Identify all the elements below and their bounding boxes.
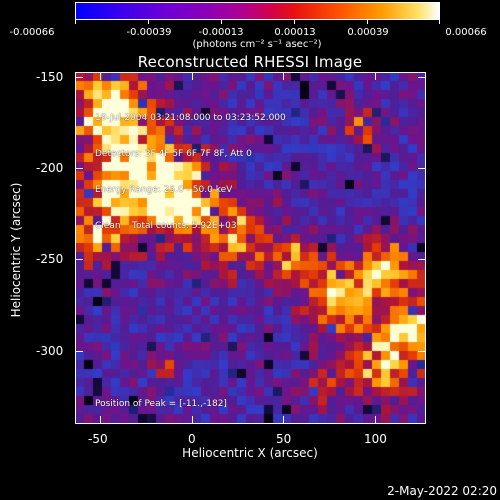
y-tick-label: -200: [36, 161, 64, 175]
x-tick-label: -50: [88, 432, 108, 446]
colorbar-tick-label: -0.00039: [126, 27, 172, 38]
colorbar-tick: [294, 20, 295, 24]
colorbar-tick-label: -0.00013: [198, 27, 244, 38]
x-axis-label: Heliocentric X (arcsec): [182, 446, 318, 460]
x-tick: [283, 416, 284, 424]
image-plot-area: [75, 72, 426, 424]
y-tick-label: -250: [36, 252, 64, 266]
reconstructed-image: [75, 72, 426, 424]
y-tick: [75, 168, 83, 169]
annotation-energy: Energy Range: 25.0 - 50.0 keV: [95, 185, 233, 195]
colorbar-tick-label: -0.00066: [9, 27, 55, 38]
x-tick-top: [375, 72, 376, 80]
y-axis-label: Heliocentric Y (arcsec): [9, 182, 23, 318]
x-tick-label: 0: [188, 432, 196, 446]
y-tick-right: [418, 351, 426, 352]
y-tick: [75, 351, 83, 352]
x-tick-top: [283, 72, 284, 80]
colorbar-tick-label: 0.00066: [445, 27, 487, 38]
colorbar-units: (photons cm⁻² s⁻¹ asec⁻²): [192, 39, 322, 50]
colorbar-tick-label: 0.00039: [347, 27, 389, 38]
colorbar: [75, 2, 440, 24]
x-tick: [192, 416, 193, 424]
image-title: Reconstructed RHESSI Image: [137, 53, 363, 71]
peak-position: Position of Peak = [-11.,-182]: [95, 399, 227, 409]
y-tick-right: [418, 77, 426, 78]
x-tick-label: 100: [364, 432, 387, 446]
y-tick: [75, 77, 83, 78]
x-tick-top: [192, 72, 193, 80]
y-tick-right: [418, 259, 426, 260]
annotation-clean: Clean Total counts: 5.92E+03: [95, 221, 237, 231]
colorbar-tick: [148, 20, 149, 24]
x-tick: [100, 416, 101, 424]
y-tick-label: -150: [36, 70, 64, 84]
x-tick-top: [100, 72, 101, 80]
colorbar-tick: [439, 20, 440, 24]
annotation-time: 19-Jul-2004 03:21:08.000 to 03:23:52.000: [95, 113, 286, 123]
y-tick: [75, 259, 83, 260]
y-tick-right: [418, 168, 426, 169]
generation-timestamp: 2-May-2022 02:20: [387, 484, 497, 498]
annotation-detectors: Detectors: 3F 4F 5F 6F 7F 8F, Att 0: [95, 149, 252, 159]
x-tick-label: 50: [276, 432, 292, 446]
colorbar-tick: [221, 20, 222, 24]
y-tick-label: -300: [36, 344, 64, 358]
colorbar-tick: [75, 20, 76, 24]
x-tick: [375, 416, 376, 424]
colorbar-gradient: [75, 2, 440, 20]
image-annotation: 19-Jul-2004 03:21:08.000 to 03:23:52.000…: [95, 88, 286, 256]
colorbar-tick-label: 0.00013: [274, 27, 316, 38]
colorbar-tick: [367, 20, 368, 24]
